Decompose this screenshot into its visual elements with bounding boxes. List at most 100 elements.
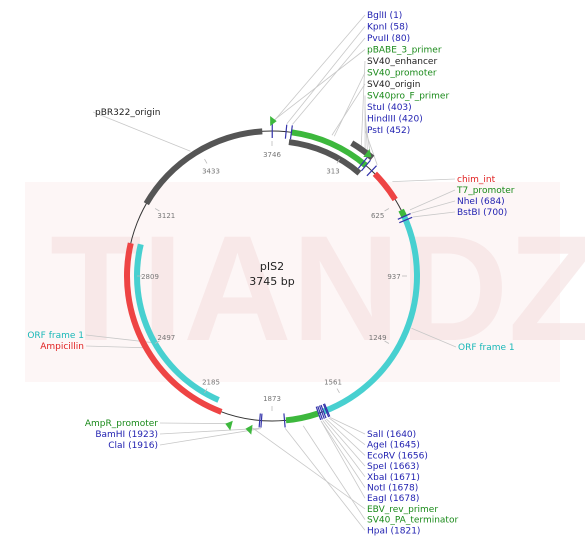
- tick-mark-8: [154, 340, 160, 344]
- label-top-right-3: pBABE_3_primer: [367, 46, 442, 56]
- label-right-2: NheI (684): [457, 197, 505, 207]
- restriction-site-16: [258, 413, 261, 428]
- label-orf-right-leader: [411, 327, 457, 348]
- label-right-3-leader: [413, 211, 456, 218]
- label-top-right-0: BglII (1): [367, 11, 402, 21]
- label-top-right-1: KpnI (58): [367, 23, 408, 33]
- label-bottom-right-3: SpeI (1663): [367, 462, 419, 472]
- label-top-right-6-leader: [331, 83, 366, 136]
- tick-label-11: 3433: [202, 167, 220, 175]
- watermark-band: [25, 182, 560, 382]
- restriction-site-9: [322, 403, 330, 418]
- ampicillin-arc: [123, 242, 223, 415]
- label-bottom-right-0-leader: [330, 417, 366, 435]
- tick-mark-10: [154, 208, 160, 212]
- restriction-site-3: [357, 157, 368, 169]
- label-top-right-2-leader: [292, 37, 366, 125]
- label-bottom-right-4: XbaI (1671): [367, 473, 420, 483]
- tick-label-8: 2497: [157, 334, 175, 342]
- tick-label-1: 313: [326, 167, 339, 175]
- label-right-3: BstBI (700): [457, 208, 507, 218]
- tick-mark-1: [336, 158, 340, 164]
- label-bottom-left-0: AmpR_promoter: [85, 419, 158, 429]
- position-ticks: 3746 313 625 937 1249 1561 1873 2185 2497 2809 312…: [137, 141, 407, 411]
- label-left-1: Ampicillin: [40, 342, 84, 352]
- label-right-0: chim_int: [457, 175, 496, 185]
- label-top-right-8-leader: [364, 106, 369, 157]
- ebv-rev-arrow: [245, 424, 253, 435]
- label-top-right-0-leader: [271, 14, 366, 124]
- label-top-right-9: HindIII (420): [367, 115, 423, 125]
- tick-label-7: 2185: [202, 379, 220, 387]
- label-top-right-4-leader: [360, 60, 366, 152]
- label-bottom-right-9-leader: [284, 428, 366, 531]
- feature-labels: BglII (1) KpnI (58)PvuII (80) pBABE_3_prim…: [27, 11, 514, 536]
- label-top-right-5-leader: [333, 72, 366, 137]
- label-pbr322: pBR322_origin: [95, 108, 160, 118]
- sv40pro-f-arrow: [363, 149, 372, 158]
- restriction-site-11: [318, 405, 325, 419]
- restriction-site-6: [397, 213, 411, 220]
- restriction-site-marks: [258, 123, 413, 428]
- restriction-site-1: [284, 124, 288, 139]
- label-orf-right: ORF frame 1: [458, 343, 515, 353]
- restriction-site-4: [360, 159, 371, 172]
- label-top-right-8: StuI (403): [367, 103, 412, 113]
- tick-label-5: 1561: [324, 379, 342, 387]
- restriction-site-8: [323, 403, 331, 417]
- label-bottom-right-1: AgeI (1645): [367, 441, 420, 451]
- label-top-right-5: SV40_promoter: [367, 69, 437, 79]
- sv40-origin-arc: [288, 139, 362, 176]
- label-bottom-right-2: EcoRV (1656): [367, 451, 428, 461]
- tick-label-0: 3746: [263, 151, 281, 159]
- ampr-promoter-arrow: [225, 420, 233, 431]
- orf-frame-right-arc: [322, 215, 420, 415]
- label-top-right-1-leader: [286, 26, 366, 124]
- label-bottom-right-8-leader: [302, 425, 366, 520]
- label-bottom-right-2-leader: [326, 418, 366, 456]
- t7-promoter-arc: [398, 208, 407, 218]
- label-bottom-left-2: ClaI (1916): [108, 441, 158, 451]
- label-top-right-10: PstI (452): [367, 126, 410, 136]
- label-pbr322-leader: [92, 111, 191, 152]
- restriction-site-7: [399, 216, 413, 224]
- label-left-0: ORF frame 1: [27, 331, 84, 341]
- label-bottom-right-9: HpaI (1821): [367, 526, 420, 536]
- label-right-1-leader: [409, 189, 456, 211]
- restriction-site-15: [260, 413, 263, 428]
- label-top-right-10-leader: [364, 129, 378, 166]
- tick-label-2: 625: [371, 212, 384, 220]
- label-bottom-right-0: SalI (1640): [367, 430, 416, 440]
- restriction-site-5: [366, 165, 377, 177]
- tick-label-9: 2809: [141, 273, 159, 281]
- tick-mark-4: [384, 340, 390, 344]
- label-top-right-6: SV40_origin: [367, 80, 420, 90]
- tick-mark-5: [336, 388, 340, 394]
- restriction-site-13: [315, 406, 322, 421]
- tick-label-3: 937: [387, 273, 400, 281]
- label-bottom-left-1: BamHI (1923): [95, 430, 158, 440]
- label-bottom-right-8: SV40_PA_terminator: [367, 516, 458, 526]
- label-bottom-left-1-leader: [159, 428, 260, 435]
- label-right-2-leader: [411, 200, 456, 214]
- label-bottom-right-6: EagI (1678): [367, 494, 419, 504]
- tick-mark-2: [384, 208, 390, 212]
- label-bottom-right-5-leader: [320, 420, 366, 488]
- sv40-promoter-arc: [291, 129, 368, 168]
- label-bottom-right-6-leader: [320, 420, 366, 499]
- restriction-site-10: [320, 404, 327, 419]
- primer-arrows: [225, 116, 372, 435]
- label-bottom-right-1-leader: [328, 417, 366, 446]
- label-right-0-leader: [392, 178, 456, 183]
- label-left-1-leader: [85, 345, 147, 349]
- tick-label-10: 3121: [157, 212, 175, 220]
- label-top-right-4: SV40_enhancer: [367, 57, 437, 67]
- label-bottom-right-7: EBV_rev_primer: [367, 505, 438, 515]
- label-right-1: T7_promoter: [456, 186, 515, 196]
- label-bottom-right-5: NotI (1678): [367, 484, 418, 494]
- restriction-site-2: [289, 125, 293, 140]
- label-top-right-7: SV40pro_F_primer: [367, 92, 449, 102]
- restriction-site-14: [283, 413, 286, 428]
- chim-int-arc: [372, 171, 398, 202]
